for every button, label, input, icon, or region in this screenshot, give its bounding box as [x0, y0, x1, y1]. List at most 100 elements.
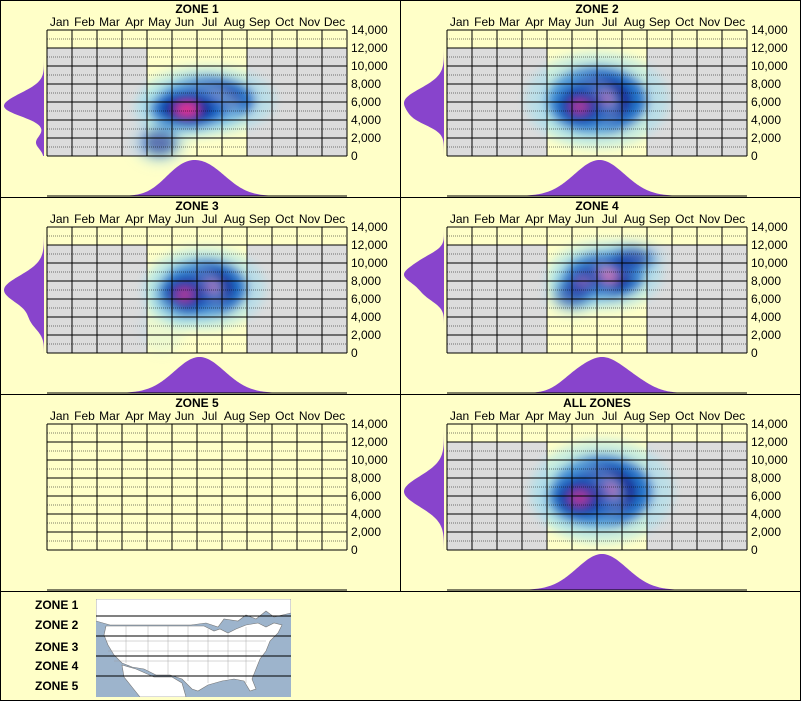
month-label-aug: Aug — [624, 409, 645, 423]
elevation-density — [4, 227, 44, 353]
month-label-jun: Jun — [575, 15, 594, 29]
y-tick-label: 2,000 — [351, 131, 381, 145]
heatmap-layer — [138, 246, 266, 354]
month-label-jul: Jul — [602, 15, 617, 29]
month-label-nov: Nov — [699, 15, 720, 29]
y-tick-label: 10,000 — [351, 59, 388, 73]
month-label-may: May — [548, 212, 571, 226]
heat-spot-2 — [176, 287, 193, 302]
panel-title: ZONE 3 — [175, 199, 219, 213]
month-label-may: May — [148, 15, 171, 29]
y-tick-label: 14,000 — [751, 417, 788, 431]
y-tick-label: 8,000 — [351, 77, 381, 91]
y-tick-label: 6,000 — [351, 489, 381, 503]
y-tick-label: 6,000 — [351, 95, 381, 109]
month-label-mar: Mar — [99, 212, 120, 226]
month-label-aug: Aug — [224, 212, 245, 226]
month-label-jan: Jan — [450, 212, 469, 226]
y-tick-label: 8,000 — [751, 77, 781, 91]
panel-5: ZONE 5 Jan Feb Mar Apr May Jun Jul Aug Sep Oct Nov D… — [46, 396, 388, 591]
month-label-aug: Aug — [624, 212, 645, 226]
y-tick-label: 2,000 — [751, 131, 781, 145]
y-tick-label: 10,000 — [751, 453, 788, 467]
month-label-may: May — [548, 15, 571, 29]
heat-spot-2 — [175, 103, 199, 116]
month-label-mar: Mar — [99, 409, 120, 423]
month-label-may: May — [548, 409, 571, 423]
month-label-jan: Jan — [50, 409, 69, 423]
month-label-mar: Mar — [499, 409, 520, 423]
month-label-nov: Nov — [299, 409, 320, 423]
month-label-feb: Feb — [474, 409, 495, 423]
elevation-density — [4, 30, 44, 156]
month-label-jun: Jun — [175, 212, 194, 226]
y-tick-label: 8,000 — [351, 471, 381, 485]
panel-3: ZONE 3 Jan Feb Mar Apr May Jun Jul Aug Sep Oct Nov D… — [4, 199, 388, 394]
month-label-dec: Dec — [724, 15, 745, 29]
month-label-dec: Dec — [724, 409, 745, 423]
month-label-oct: Oct — [675, 212, 694, 226]
month-density — [447, 160, 747, 196]
month-label-mar: Mar — [99, 15, 120, 29]
month-label-jun: Jun — [175, 409, 194, 423]
month-label-jul: Jul — [202, 15, 217, 29]
y-tick-label: 14,000 — [351, 23, 388, 37]
y-tick-label: 2,000 — [351, 525, 381, 539]
heatmap-layer — [530, 439, 674, 544]
y-tick-label: 2,000 — [751, 328, 781, 342]
elevation-density — [404, 424, 444, 550]
month-label-jan: Jan — [450, 15, 469, 29]
panel-title: ZONE 5 — [175, 396, 219, 410]
y-tick-label: 10,000 — [351, 453, 388, 467]
month-label-apr: Apr — [125, 15, 144, 29]
month-label-apr: Apr — [525, 212, 544, 226]
month-label-oct: Oct — [275, 15, 294, 29]
y-tick-label: 2,000 — [351, 328, 381, 342]
month-label-nov: Nov — [699, 212, 720, 226]
map-zone-bands — [96, 615, 291, 677]
y-tick-label: 12,000 — [751, 435, 788, 449]
y-tick-label: 0 — [351, 543, 358, 557]
month-label-mar: Mar — [499, 212, 520, 226]
month-label-feb: Feb — [74, 15, 95, 29]
month-label-jan: Jan — [450, 409, 469, 423]
month-label-jan: Jan — [50, 212, 69, 226]
y-tick-label: 10,000 — [351, 256, 388, 270]
month-label-apr: Apr — [125, 409, 144, 423]
month-label-aug: Aug — [224, 15, 245, 29]
month-label-nov: Nov — [299, 15, 320, 29]
month-label-oct: Oct — [675, 409, 694, 423]
month-label-feb: Feb — [474, 212, 495, 226]
y-tick-label: 4,000 — [351, 507, 381, 521]
heat-spot-3 — [614, 248, 650, 269]
month-label-sep: Sep — [649, 409, 671, 423]
month-label-jul: Jul — [202, 212, 217, 226]
heat-spot-3 — [145, 130, 174, 155]
y-tick-label: 6,000 — [751, 489, 781, 503]
month-density — [447, 357, 747, 393]
map-land-mexico — [121, 664, 187, 697]
legend-zone-1: ZONE 1 — [35, 598, 79, 612]
y-tick-label: 4,000 — [751, 310, 781, 324]
month-label-oct: Oct — [275, 212, 294, 226]
month-label-sep: Sep — [249, 15, 271, 29]
month-label-apr: Apr — [525, 15, 544, 29]
month-label-sep: Sep — [649, 15, 671, 29]
y-tick-label: 0 — [351, 149, 358, 163]
y-tick-label: 10,000 — [751, 256, 788, 270]
month-label-may: May — [148, 212, 171, 226]
month-label-jul: Jul — [602, 212, 617, 226]
heatmap-layer — [129, 65, 276, 167]
elevation-density — [404, 30, 444, 156]
y-tick-label: 4,000 — [351, 310, 381, 324]
panel-title: ZONE 1 — [175, 2, 219, 16]
month-label-dec: Dec — [324, 409, 345, 423]
y-tick-label: 4,000 — [351, 113, 381, 127]
y-tick-label: 8,000 — [751, 471, 781, 485]
month-density — [47, 357, 347, 393]
month-label-jul: Jul — [202, 409, 217, 423]
month-label-dec: Dec — [324, 15, 345, 29]
y-tick-label: 0 — [751, 149, 758, 163]
y-tick-label: 2,000 — [751, 525, 781, 539]
